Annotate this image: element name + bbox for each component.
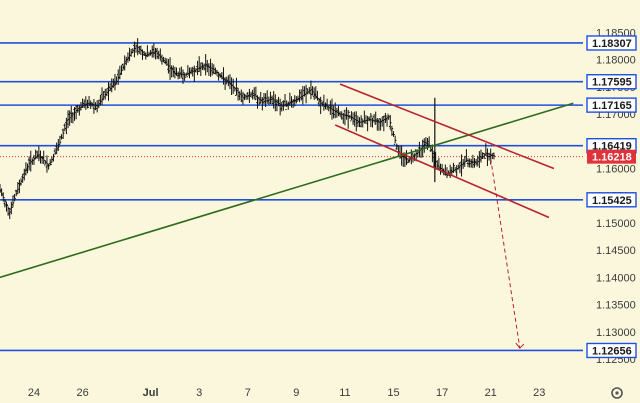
x-tick-label: 7 bbox=[245, 387, 251, 399]
x-tick-label: 21 bbox=[485, 387, 497, 399]
gear-icon[interactable] bbox=[611, 387, 623, 399]
x-tick-label: 3 bbox=[196, 387, 202, 399]
y-tick-label: 1.14000 bbox=[596, 272, 636, 284]
level-badge-text: 1.12656 bbox=[592, 345, 632, 357]
x-tick-label: Jul bbox=[143, 387, 159, 399]
projection-arrowhead bbox=[515, 342, 525, 349]
y-tick-label: 1.13000 bbox=[596, 327, 636, 339]
time-axis: 24 26 Jul 3 7 9 11 15 17 21 23 bbox=[28, 387, 546, 399]
level-badge-text: 1.17165 bbox=[592, 100, 632, 112]
y-tick-label: 1.15000 bbox=[596, 218, 636, 230]
x-tick-label: 26 bbox=[76, 387, 88, 399]
level-badge bbox=[586, 74, 637, 90]
settings-gear-icon[interactable] bbox=[611, 387, 623, 399]
channel-lower-line bbox=[334, 124, 550, 219]
projection-line bbox=[490, 158, 521, 349]
ascending-trend-line bbox=[0, 102, 574, 279]
y-tick-label: 1.18000 bbox=[596, 55, 636, 67]
x-tick-label: 11 bbox=[339, 387, 350, 399]
trend-lines bbox=[0, 83, 574, 349]
level-badge bbox=[586, 342, 637, 359]
level-badge-text: 1.17595 bbox=[592, 77, 632, 89]
current-price-badge-text: 1.16218 bbox=[592, 152, 632, 164]
level-badge bbox=[586, 97, 637, 113]
x-tick-label: 23 bbox=[533, 387, 545, 399]
current-price-badge bbox=[587, 149, 636, 164]
price-badges: 1.183071.175951.171651.164191.154251.126… bbox=[586, 35, 637, 359]
level-badge-text: 1.15425 bbox=[592, 195, 632, 207]
level-badge bbox=[586, 192, 637, 208]
x-tick-label: 24 bbox=[28, 387, 40, 399]
y-tick-label: 1.14500 bbox=[596, 245, 636, 257]
y-tick-label: 1.13500 bbox=[596, 300, 636, 312]
x-tick-label: 9 bbox=[293, 387, 299, 399]
level-badge bbox=[586, 35, 637, 51]
x-tick-label: 15 bbox=[387, 387, 399, 399]
channel-upper-line bbox=[339, 83, 555, 170]
level-badge-text: 1.18307 bbox=[592, 38, 632, 50]
price-bars bbox=[0, 38, 496, 220]
x-tick-label: 17 bbox=[436, 387, 448, 399]
y-tick-label: 1.16000 bbox=[596, 164, 636, 176]
